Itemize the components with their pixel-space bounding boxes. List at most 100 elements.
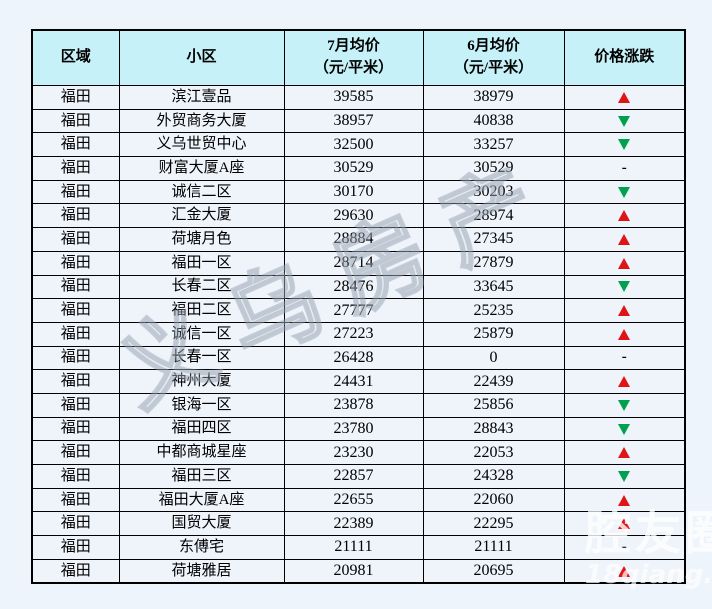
table-header: 区域 小区 7月均价 （元/平米） 6月均价 （元/平米） 价格涨跌 (31, 29, 686, 86)
header-price-change: 价格涨跌 (563, 29, 686, 86)
cell-region: 福田 (31, 464, 120, 489)
cell-region: 福田 (31, 203, 120, 229)
cell-region: 福田 (31, 298, 120, 323)
cell-july-price: 24431 (283, 369, 424, 394)
price-up-icon (618, 447, 631, 459)
cell-june-price: 28843 (422, 416, 565, 442)
cell-july-price: 22857 (283, 464, 424, 489)
cell-price-change (563, 227, 686, 252)
header-row: 区域 小区 7月均价 （元/平米） 6月均价 （元/平米） 价格涨跌 (31, 29, 686, 86)
cell-region: 福田 (31, 369, 120, 394)
table-row: 福田 福田一区 28714 27879 (31, 250, 686, 276)
cell-price-change (563, 416, 686, 442)
cell-july-price: 27223 (283, 321, 424, 347)
cell-community: 东傅宅 (118, 535, 285, 560)
cell-region: 福田 (31, 108, 120, 134)
cell-region: 福田 (31, 156, 120, 181)
price-up-icon (618, 91, 631, 103)
table-row: 福田 荷塘月色 28884 27345 (31, 227, 686, 252)
cell-june-price: 28974 (422, 203, 565, 229)
cell-price-change: - (563, 345, 686, 371)
header-june-line2: （元/平米） (453, 60, 534, 76)
cell-june-price: 21111 (422, 535, 565, 560)
cell-region: 福田 (31, 132, 120, 158)
cell-price-change (563, 250, 686, 276)
cell-july-price: 39585 (283, 85, 424, 110)
cell-june-price: 40838 (422, 108, 565, 134)
cell-community: 银海一区 (118, 392, 285, 418)
cell-june-price: 38979 (422, 85, 565, 110)
cell-community: 长春一区 (118, 345, 285, 371)
cell-july-price: 30170 (283, 179, 424, 205)
price-up-icon (618, 376, 631, 388)
header-july-line2: （元/平米） (313, 60, 394, 76)
table-row: 福田 福田三区 22857 24328 (31, 464, 686, 489)
cell-june-price: 20695 (422, 558, 565, 584)
cell-price-change (563, 85, 686, 110)
table-row: 福田 财富大厦A座 30529 30529 - (31, 156, 686, 181)
cell-june-price: 24328 (422, 464, 565, 489)
cell-community: 义乌世贸中心 (118, 132, 285, 158)
price-up-icon (618, 210, 631, 222)
table-body: 福田 滨江壹品 39585 38979 福田 外贸商务大厦 38957 4083… (31, 85, 686, 584)
cell-community: 诚信二区 (118, 179, 285, 205)
cell-july-price: 28714 (283, 250, 424, 276)
cell-june-price: 22053 (422, 440, 565, 465)
cell-june-price: 27345 (422, 227, 565, 252)
cell-price-change (563, 108, 686, 134)
table-row: 福田 东傅宅 21111 21111 - (31, 535, 686, 560)
table-row: 福田 汇金大厦 29630 28974 (31, 203, 686, 229)
cell-region: 福田 (31, 511, 120, 537)
cell-june-price: 22295 (422, 511, 565, 537)
cell-region: 福田 (31, 179, 120, 205)
cell-price-change (563, 392, 686, 418)
table-row: 福田 义乌世贸中心 32500 33257 (31, 132, 686, 158)
cell-june-price: 27879 (422, 250, 565, 276)
cell-july-price: 28476 (283, 274, 424, 300)
cell-price-change (563, 203, 686, 229)
cell-july-price: 27777 (283, 298, 424, 323)
price-up-icon (618, 328, 631, 340)
cell-june-price: 25879 (422, 321, 565, 347)
cell-region: 福田 (31, 345, 120, 371)
cell-community: 福田大厦A座 (118, 487, 285, 513)
cell-community: 国贸大厦 (118, 511, 285, 537)
price-down-icon (618, 139, 631, 151)
price-up-icon (618, 234, 631, 246)
price-down-icon (618, 186, 631, 198)
header-july-line1: 7月均价 (327, 38, 380, 55)
table-row: 福田 诚信一区 27223 25879 (31, 321, 686, 347)
cell-region: 福田 (31, 440, 120, 465)
cell-june-price: 22060 (422, 487, 565, 513)
table-row: 福田 银海一区 23878 25856 (31, 392, 686, 418)
cell-region: 福田 (31, 227, 120, 252)
price-flat-dash: - (621, 159, 627, 176)
table-row: 福田 外贸商务大厦 38957 40838 (31, 108, 686, 134)
header-region: 区域 (31, 29, 120, 86)
cell-community: 福田四区 (118, 416, 285, 442)
cell-region: 福田 (31, 85, 120, 110)
cell-community: 长春二区 (118, 274, 285, 300)
table-row: 福田 长春二区 28476 33645 (31, 274, 686, 300)
price-up-icon (618, 305, 631, 317)
cell-june-price: 25856 (422, 392, 565, 418)
cell-price-change (563, 511, 686, 537)
header-community: 小区 (118, 29, 285, 86)
cell-region: 福田 (31, 392, 120, 418)
cell-region: 福田 (31, 274, 120, 300)
cell-community: 中都商城星座 (118, 440, 285, 465)
cell-june-price: 30529 (422, 156, 565, 181)
cell-july-price: 20981 (283, 558, 424, 584)
cell-price-change (563, 487, 686, 513)
price-flat-dash: - (621, 538, 627, 555)
cell-july-price: 26428 (283, 345, 424, 371)
price-up-icon (618, 257, 631, 269)
cell-june-price: 22439 (422, 369, 565, 394)
table-row: 福田 荷塘雅居 20981 20695 (31, 558, 686, 584)
table-row: 福田 诚信二区 30170 30203 (31, 179, 686, 205)
cell-region: 福田 (31, 535, 120, 560)
cell-community: 滨江壹品 (118, 85, 285, 110)
cell-community: 诚信一区 (118, 321, 285, 347)
cell-region: 福田 (31, 558, 120, 584)
